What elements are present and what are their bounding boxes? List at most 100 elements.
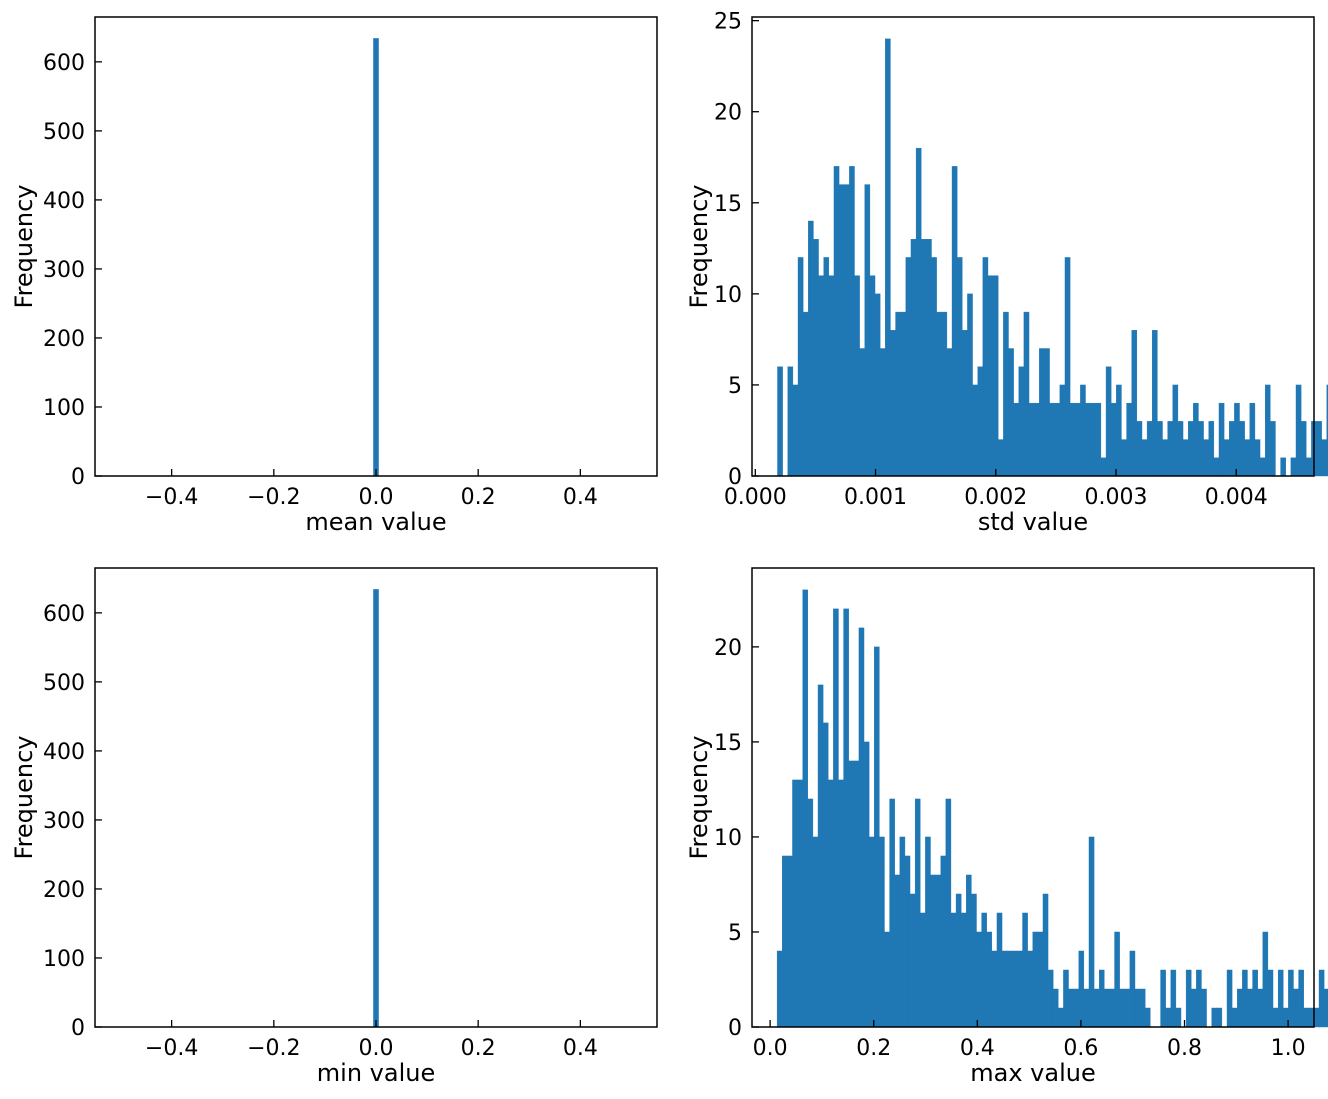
- histogram-bar: [1098, 969, 1105, 1028]
- histogram-bar: [1064, 257, 1071, 477]
- histogram-bar: [1247, 988, 1253, 1028]
- y-tick-label: 400: [43, 189, 85, 214]
- histogram-bar: [967, 293, 973, 477]
- y-tick-label: 5: [728, 921, 742, 946]
- histogram-bar: [885, 38, 891, 477]
- y-tick-label: 10: [714, 826, 742, 851]
- x-tick-label: 0.0: [359, 1036, 394, 1061]
- histogram-bar: [941, 311, 948, 477]
- histogram-bar: [1229, 421, 1235, 477]
- histogram-bar: [914, 798, 921, 1028]
- histogram-bar: [920, 912, 926, 1028]
- histogram-bar: [1068, 988, 1074, 1028]
- histogram-bar: [1134, 988, 1141, 1028]
- histogram-bar: [1110, 402, 1117, 477]
- histogram-bar: [1116, 384, 1122, 477]
- histogram-bar: [1290, 457, 1297, 477]
- histogram-bar: [1323, 988, 1328, 1028]
- histogram-bar: [868, 836, 875, 1028]
- histogram-bar: [951, 166, 958, 477]
- histogram-bar: [838, 779, 844, 1028]
- histogram-bar: [1193, 402, 1199, 477]
- histogram-bar: [1139, 988, 1146, 1028]
- histogram-bar: [848, 760, 855, 1028]
- histogram-bar: [874, 293, 881, 477]
- histogram-bar: [1049, 402, 1055, 477]
- histogram-bar: [828, 779, 834, 1028]
- x-tick-label: −0.2: [247, 1036, 300, 1061]
- x-axis-label: std value: [978, 508, 1088, 536]
- histogram-bar: [1131, 330, 1138, 477]
- histogram-bar: [956, 257, 963, 477]
- y-tick-label: 500: [43, 120, 85, 145]
- histogram-bar: [909, 893, 916, 1028]
- histogram-bar: [1208, 421, 1215, 477]
- x-tick-label: 0.4: [563, 1036, 598, 1061]
- x-tick-label: 0.004: [1205, 485, 1268, 510]
- histogram-bar: [1028, 402, 1035, 477]
- histogram-bar: [1244, 439, 1250, 477]
- histogram-bar: [899, 836, 906, 1028]
- histogram-bar: [960, 912, 967, 1028]
- histogram-bar: [1191, 988, 1197, 1028]
- histogram-bar: [1059, 384, 1066, 477]
- histogram-bar: [1175, 1007, 1182, 1028]
- y-tick-label: 25: [714, 10, 742, 35]
- histogram-bar: [1295, 384, 1302, 477]
- histogram-bar: [1088, 836, 1095, 1028]
- histogram-bar: [1234, 402, 1240, 477]
- histogram-bar: [1316, 421, 1322, 477]
- histogram-bar: [792, 384, 799, 477]
- histogram-bar: [1152, 330, 1158, 477]
- histogram-bar: [822, 722, 829, 1028]
- histogram-bar: [1318, 969, 1325, 1028]
- y-axis-label: Frequency: [685, 185, 713, 309]
- histogram-bar: [1121, 439, 1127, 477]
- histogram-bar: [1058, 1007, 1064, 1028]
- x-tick-label: 0.0: [753, 1036, 788, 1061]
- histogram-bar: [1039, 348, 1045, 477]
- histogram-bar: [971, 893, 977, 1028]
- histogram-bar: [940, 855, 947, 1028]
- histogram-bar: [1231, 1007, 1238, 1028]
- histogram-bar: [1017, 950, 1023, 1028]
- histogram-bar: [976, 931, 982, 1028]
- histogram-bar: [864, 184, 871, 477]
- x-tick-label: 0.6: [1063, 1036, 1098, 1061]
- histogram-bar: [1223, 439, 1230, 477]
- histogram-bar: [1044, 348, 1050, 477]
- histogram-bar: [926, 239, 932, 477]
- histogram-bar: [904, 855, 911, 1028]
- y-tick-label: 15: [714, 731, 742, 756]
- y-tick-label: 10: [714, 283, 742, 308]
- histogram-bar: [1242, 969, 1248, 1028]
- histogram-bar: [869, 275, 876, 477]
- histogram-bar: [1027, 950, 1033, 1028]
- histogram-bar: [807, 798, 814, 1028]
- histogram-bar: [1037, 931, 1044, 1028]
- y-tick-label: 20: [714, 101, 742, 126]
- histogram-bar: [1013, 402, 1019, 477]
- histogram-bar: [986, 931, 993, 1028]
- y-tick-label: 100: [43, 396, 85, 421]
- histogram-bar: [1306, 457, 1312, 477]
- histogram-bar: [1270, 421, 1276, 477]
- histogram-bar: [950, 912, 957, 1028]
- x-tick-label: 0.4: [960, 1036, 995, 1061]
- histogram-bar: [1249, 402, 1256, 477]
- y-tick-label: 300: [43, 809, 85, 834]
- histogram-bar: [843, 608, 849, 1028]
- plot-frame: [751, 16, 1315, 477]
- histogram-bar: [1216, 1007, 1223, 1028]
- x-tick-label: 0.2: [461, 485, 496, 510]
- std-value-histogram: 0.000 0.001 0.002 0.003 0.004 0 5 10 15 20 25 std v…: [685, 10, 1328, 536]
- histogram-bar: [823, 257, 830, 477]
- bars: [373, 38, 379, 477]
- histogram-bar: [972, 384, 978, 477]
- histogram-bar: [945, 798, 952, 1028]
- histogram-bar: [1300, 421, 1307, 477]
- histogram-bar: [884, 931, 890, 1028]
- y-tick-label: 20: [714, 636, 742, 661]
- histogram-bar: [1104, 988, 1110, 1028]
- x-tick-label: 0.2: [461, 1036, 496, 1061]
